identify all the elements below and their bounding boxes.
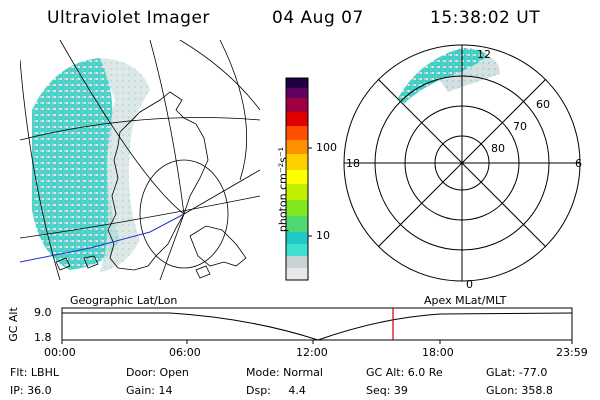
info-ip: IP: 36.0	[10, 384, 52, 397]
info-mode: Mode: Normal	[246, 366, 323, 379]
colorbar-tick-100: 100	[316, 141, 337, 154]
timeline-xtick-4: 23:59	[556, 346, 588, 359]
aurora-oval-polar	[398, 48, 488, 104]
colorbar-tick-10: 10	[316, 229, 330, 242]
info-gain: Gain: 14	[126, 384, 173, 397]
timeline-right-label: Apex MLat/MLT	[424, 294, 507, 307]
geographic-map	[20, 40, 260, 280]
instrument-title: Ultraviolet Imager	[47, 8, 210, 28]
timeline-xtick-2: 12:00	[296, 346, 328, 359]
info-filter: Flt: LBHL	[10, 366, 59, 379]
info-door: Door: Open	[126, 366, 189, 379]
aurora-oval-geo	[32, 58, 120, 270]
timeline-plot	[61, 307, 573, 344]
time-label: 15:38:02 UT	[430, 8, 541, 28]
colorbar-unit-label: photon cm⁻²s⁻¹	[276, 146, 290, 233]
timeline-xtick-1: 06:00	[169, 346, 201, 359]
mlt-label-bottom: 0	[466, 278, 473, 291]
lat-label-80: 80	[491, 142, 505, 155]
coastline-antarctica	[107, 91, 209, 271]
info-glat: GLat: -77.0	[486, 366, 548, 379]
terminator-line	[20, 213, 185, 263]
aurora-haze-geo	[100, 58, 150, 272]
info-seq: Seq: 39	[366, 384, 408, 397]
timeline-ytick-top: 9.0	[34, 306, 52, 319]
coastline-islands	[55, 255, 211, 279]
mlt-label-right: 6	[575, 157, 582, 170]
timeline-xtick-3: 18:00	[422, 346, 454, 359]
info-gc-alt: GC Alt: 6.0 Re	[366, 366, 443, 379]
date-label: 04 Aug 07	[272, 8, 364, 28]
mlt-label-top: 12	[477, 48, 491, 61]
geo-grid	[20, 40, 260, 280]
timeline-ytick-bottom: 1.8	[34, 331, 52, 344]
timeline-axis-title: GC Alt	[6, 307, 20, 342]
polar-plot	[343, 44, 581, 282]
info-dsp: Dsp: 4.4	[246, 384, 306, 397]
aurora-haze-polar	[440, 56, 500, 92]
colorbar	[285, 77, 312, 281]
timeline-left-label: Geographic Lat/Lon	[70, 294, 178, 307]
coastline-peninsula	[189, 225, 247, 267]
altitude-curve	[62, 312, 573, 341]
lat-label-60: 60	[536, 98, 550, 111]
info-glon: GLon: 358.8	[486, 384, 553, 397]
lat-label-70: 70	[513, 120, 527, 133]
mlt-label-left: 18	[346, 157, 360, 170]
timeline-xtick-0: 00:00	[44, 346, 76, 359]
